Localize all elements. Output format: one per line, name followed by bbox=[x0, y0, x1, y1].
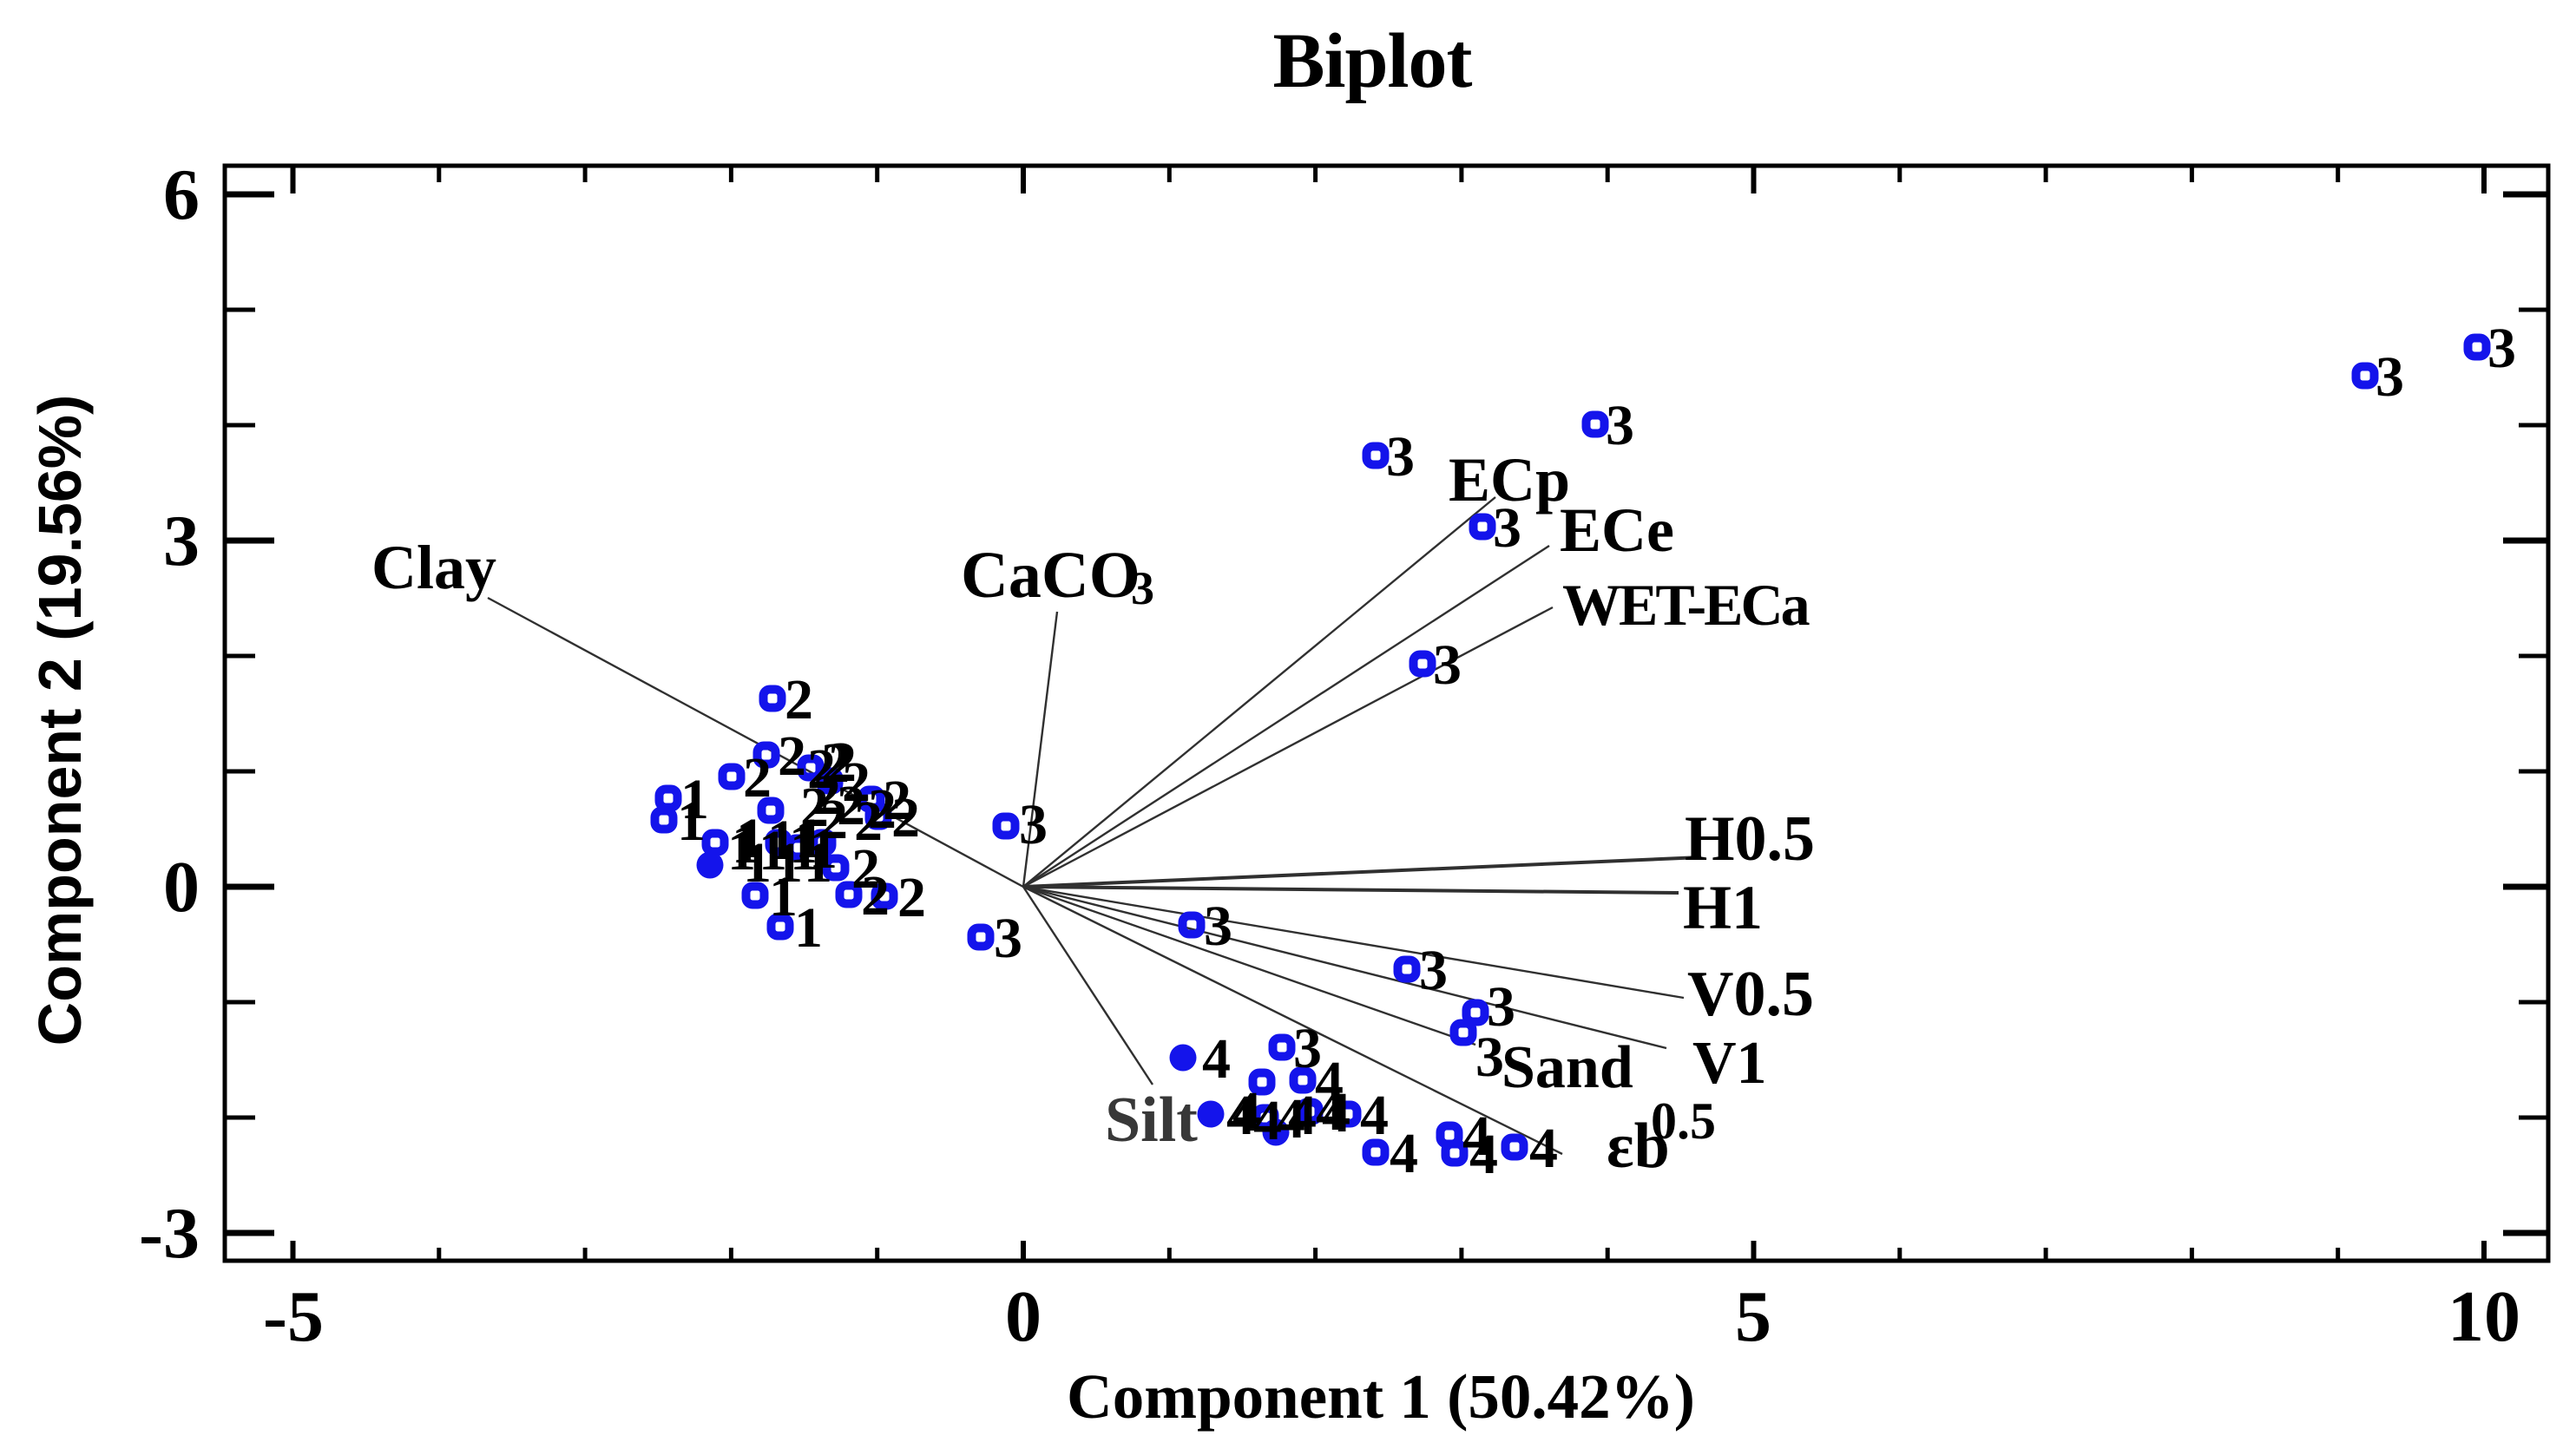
svg-text:CaCO: CaCO bbox=[961, 539, 1140, 612]
svg-text:1: 1 bbox=[804, 831, 832, 895]
svg-text:4: 4 bbox=[1529, 1117, 1558, 1180]
svg-text:2: 2 bbox=[868, 777, 897, 841]
svg-text:2: 2 bbox=[821, 731, 850, 795]
svg-text:6: 6 bbox=[163, 154, 200, 235]
svg-text:2: 2 bbox=[854, 790, 883, 853]
svg-text:1: 1 bbox=[767, 809, 796, 872]
svg-text:3: 3 bbox=[1131, 562, 1154, 614]
svg-text:2: 2 bbox=[819, 788, 848, 851]
svg-text:4: 4 bbox=[1315, 1050, 1344, 1113]
svg-text:Component 2 (19.56%): Component 2 (19.56%) bbox=[26, 395, 94, 1046]
svg-text:4: 4 bbox=[1360, 1084, 1389, 1147]
svg-text:4: 4 bbox=[1462, 1105, 1491, 1168]
svg-text:4: 4 bbox=[1322, 1081, 1350, 1144]
svg-text:1: 1 bbox=[759, 819, 787, 882]
svg-text:0: 0 bbox=[163, 847, 200, 928]
svg-text:2: 2 bbox=[891, 786, 920, 849]
svg-text:4: 4 bbox=[1288, 1084, 1317, 1147]
svg-text:2: 2 bbox=[837, 774, 865, 837]
svg-text:4: 4 bbox=[1202, 1027, 1231, 1091]
svg-text:4: 4 bbox=[1390, 1122, 1418, 1185]
svg-text:3: 3 bbox=[1606, 394, 1634, 457]
svg-text:0.5: 0.5 bbox=[1651, 1092, 1716, 1150]
svg-text:2: 2 bbox=[842, 751, 871, 814]
svg-text:4: 4 bbox=[1277, 1087, 1305, 1151]
svg-text:3: 3 bbox=[163, 501, 200, 581]
svg-text:1: 1 bbox=[795, 807, 824, 870]
svg-text:3: 3 bbox=[1433, 633, 1462, 697]
svg-text:1: 1 bbox=[736, 807, 765, 870]
svg-text:V0.5: V0.5 bbox=[1687, 959, 1814, 1030]
svg-text:2: 2 bbox=[883, 769, 911, 832]
svg-text:1: 1 bbox=[774, 831, 803, 895]
svg-text:Component 1 (50.42%): Component 1 (50.42%) bbox=[1067, 1361, 1695, 1432]
svg-text:1: 1 bbox=[677, 790, 706, 853]
svg-text:1: 1 bbox=[727, 819, 756, 882]
svg-text:Sand: Sand bbox=[1502, 1034, 1633, 1101]
svg-text:1: 1 bbox=[680, 768, 709, 831]
svg-text:3: 3 bbox=[1493, 496, 1521, 560]
svg-text:1: 1 bbox=[809, 817, 838, 881]
svg-text:2: 2 bbox=[851, 837, 880, 901]
svg-text:Biplot: Biplot bbox=[1272, 18, 1472, 104]
svg-text:10: 10 bbox=[2448, 1276, 2520, 1357]
svg-text:H0.5: H0.5 bbox=[1685, 803, 1815, 875]
svg-text:V1: V1 bbox=[1692, 1030, 1767, 1097]
svg-text:1: 1 bbox=[790, 819, 818, 882]
svg-text:1: 1 bbox=[789, 812, 818, 875]
svg-text:2: 2 bbox=[800, 776, 829, 839]
svg-text:1: 1 bbox=[794, 896, 823, 960]
svg-text:4: 4 bbox=[1253, 1089, 1282, 1152]
svg-text:-3: -3 bbox=[139, 1193, 200, 1274]
svg-text:4: 4 bbox=[1232, 1080, 1261, 1144]
svg-text:εb: εb bbox=[1607, 1111, 1670, 1182]
svg-text:2: 2 bbox=[778, 724, 806, 788]
svg-text:WET-ECa: WET-ECa bbox=[1562, 572, 1810, 638]
svg-text:2: 2 bbox=[785, 668, 813, 731]
svg-text:ECp: ECp bbox=[1449, 445, 1570, 515]
svg-text:2: 2 bbox=[897, 866, 926, 929]
svg-text:-5: -5 bbox=[263, 1276, 324, 1357]
svg-text:2: 2 bbox=[812, 764, 841, 827]
svg-text:3: 3 bbox=[1487, 975, 1515, 1039]
svg-text:3: 3 bbox=[2487, 317, 2516, 380]
svg-text:3: 3 bbox=[994, 907, 1022, 970]
svg-text:3: 3 bbox=[1419, 939, 1448, 1002]
svg-text:1: 1 bbox=[743, 831, 772, 895]
svg-text:Silt: Silt bbox=[1105, 1085, 1198, 1156]
svg-text:1: 1 bbox=[732, 812, 760, 875]
svg-text:2: 2 bbox=[807, 738, 836, 801]
svg-text:H1: H1 bbox=[1683, 873, 1763, 942]
svg-text:2: 2 bbox=[861, 864, 890, 928]
svg-text:3: 3 bbox=[1204, 895, 1232, 958]
svg-text:3: 3 bbox=[1019, 793, 1048, 856]
svg-text:3: 3 bbox=[1293, 1017, 1322, 1080]
svg-text:4: 4 bbox=[1226, 1084, 1255, 1147]
svg-text:4: 4 bbox=[1316, 1079, 1344, 1143]
svg-text:Clay: Clay bbox=[371, 533, 496, 602]
svg-text:1: 1 bbox=[769, 865, 798, 928]
svg-text:2: 2 bbox=[743, 746, 772, 810]
svg-text:3: 3 bbox=[1475, 1026, 1504, 1089]
svg-text:ECe: ECe bbox=[1560, 495, 1674, 565]
svg-text:3: 3 bbox=[1386, 425, 1415, 488]
svg-text:4: 4 bbox=[1469, 1123, 1498, 1186]
svg-text:3: 3 bbox=[2376, 345, 2404, 409]
svg-text:5: 5 bbox=[1735, 1276, 1771, 1357]
svg-text:0: 0 bbox=[1005, 1276, 1042, 1357]
svg-text:2: 2 bbox=[828, 731, 857, 794]
